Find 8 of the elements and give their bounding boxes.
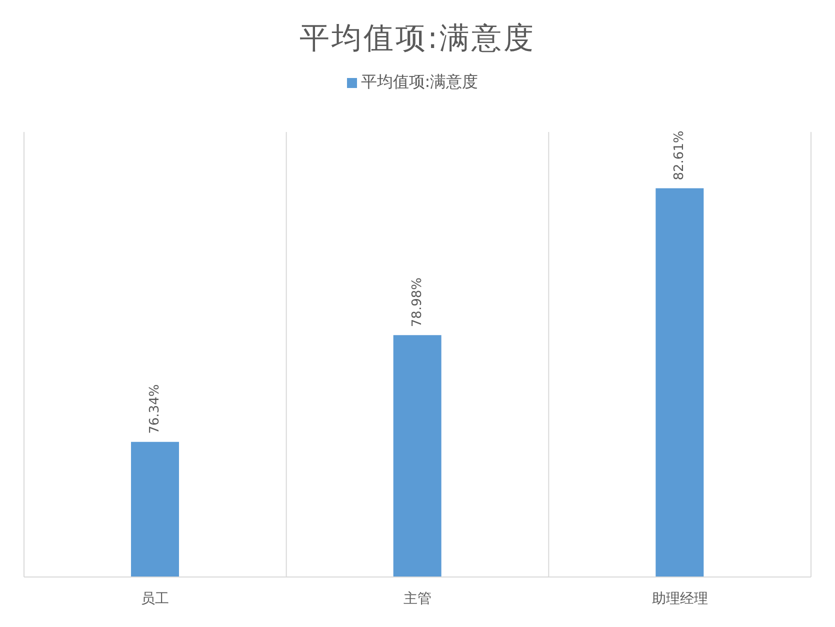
x-tick-label: 助理经理 (652, 590, 708, 607)
x-tick-label: 主管 (404, 590, 432, 607)
legend-label: 平均值项:满意度 (360, 72, 478, 91)
data-label: 82.61% (672, 130, 688, 180)
chart-title: 平均值项:满意度 (298, 20, 537, 58)
x-tick-label: 员工 (141, 590, 170, 607)
data-label: 78.98% (410, 278, 425, 328)
data-label: 76.34% (148, 384, 162, 434)
